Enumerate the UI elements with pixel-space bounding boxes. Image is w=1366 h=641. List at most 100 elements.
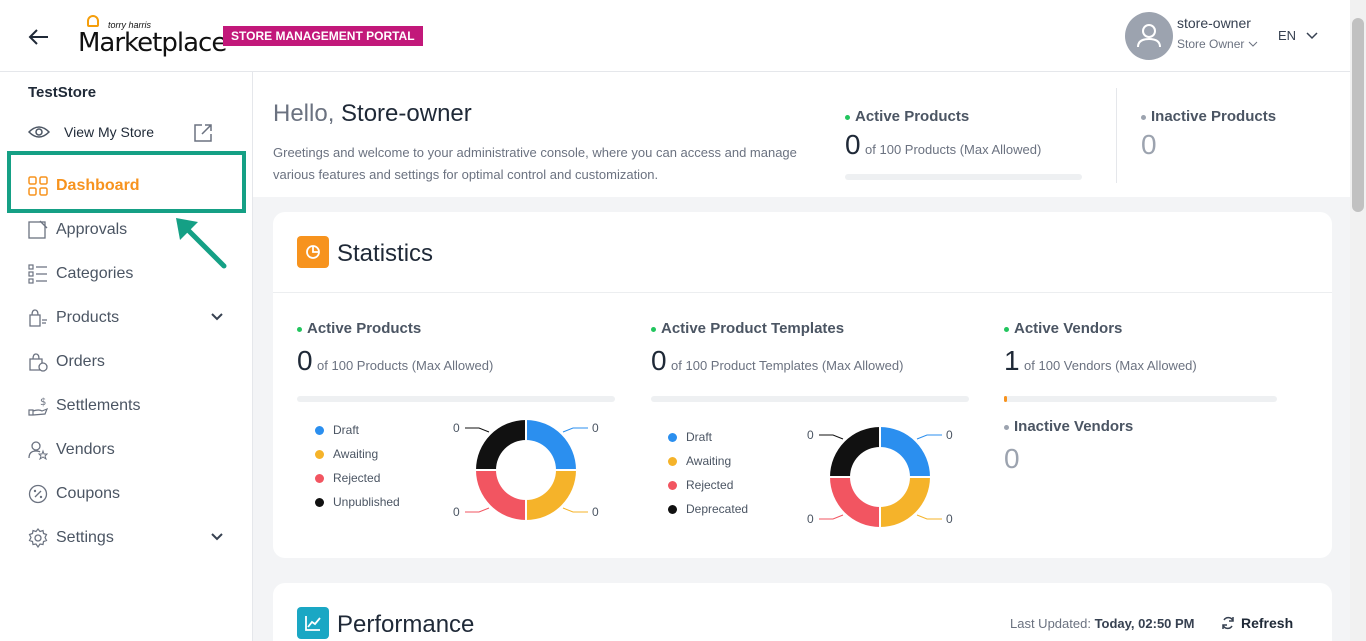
kpi-value: 0 [845, 129, 861, 160]
stat-value: 1 [1004, 345, 1020, 376]
marketplace-logo[interactable]: torry harris Marketplace [78, 14, 227, 58]
sidebar-item-approvals[interactable]: Approvals [28, 218, 228, 242]
sidebar-item-label: Vendors [56, 441, 115, 458]
view-my-store-label: View My Store [64, 124, 154, 140]
sidebar-item-orders[interactable]: Orders [28, 350, 228, 374]
legend-draft: Draft [668, 430, 712, 444]
avatar[interactable] [1125, 12, 1173, 60]
kpi-value: 0 [1141, 129, 1157, 160]
eye-icon [28, 126, 50, 138]
stat-sub: of 100 Product Templates (Max Allowed) [671, 358, 904, 373]
performance-card: Performance Last Updated: Today, 02:50 P… [273, 583, 1332, 641]
stat-active-vendors: Active Vendors 1 of 100 Vendors (Max All… [1004, 320, 1197, 377]
last-updated-label: Last Updated: [1010, 616, 1091, 631]
logo-small-text: torry harris [108, 20, 152, 30]
statistics-title: Statistics [337, 240, 434, 267]
greeting-text: Greetings and welcome to your administra… [273, 145, 797, 182]
legend-draft: Draft [315, 423, 359, 437]
external-link-icon[interactable] [192, 122, 214, 144]
active-products-progress [845, 174, 1082, 180]
dashboard-highlight-annotation [7, 151, 246, 213]
stat-active-products: Active Products 0 of 100 Products (Max A… [297, 320, 493, 377]
sidebar-item-label: Coupons [56, 485, 121, 502]
kpi-sub: of 100 Products (Max Allowed) [865, 142, 1042, 157]
view-my-store-link[interactable]: View My Store [28, 122, 218, 142]
active-vendors-progress [1004, 396, 1277, 402]
sidebar-item-coupons[interactable]: Coupons [28, 482, 228, 506]
logo-big-text: Marketplace [78, 28, 227, 58]
green-dot-icon [1004, 326, 1009, 332]
back-arrow-icon[interactable] [26, 24, 52, 50]
hello-name: Store-owner [341, 100, 472, 127]
categories-icon [28, 264, 47, 284]
active-vendors-progress-fill [1004, 396, 1007, 402]
sidebar-item-settlements[interactable]: $ Settlements [28, 394, 228, 418]
top-header: torry harris Marketplace STORE MANAGEMEN… [0, 0, 1350, 72]
donut-label-rejected: 0 [807, 512, 814, 526]
chevron-down-icon [1306, 32, 1318, 40]
donut-label-draft: 0 [946, 428, 953, 442]
vendors-icon [28, 441, 48, 460]
sidebar-item-label: Settlements [56, 397, 141, 414]
statistics-card: Statistics Active Products 0 of 100 Prod… [273, 212, 1332, 558]
green-dot-icon [845, 114, 850, 120]
stat-title: Inactive Vendors [1014, 418, 1134, 435]
stat-sub: of 100 Products (Max Allowed) [317, 358, 494, 373]
stat-value: 0 [1004, 443, 1020, 474]
donut-label-unpublished: 0 [453, 421, 460, 435]
divider [1116, 88, 1117, 183]
legend-awaiting: Awaiting [315, 447, 378, 461]
chevron-down-icon[interactable] [210, 530, 224, 544]
kpi-title: Inactive Products [1151, 108, 1277, 125]
templates-donut-chart: 0 0 0 0 [807, 427, 953, 527]
grid-icon [28, 176, 48, 196]
sidebar-item-settings[interactable]: Settings [28, 526, 228, 550]
sidebar-item-label: Settings [56, 529, 114, 546]
pie-chart-icon [297, 236, 329, 268]
active-templates-progress [651, 396, 969, 402]
sidebar-item-label: Orders [56, 353, 105, 370]
sidebar-item-label: Categories [56, 265, 134, 282]
stat-sub: of 100 Vendors (Max Allowed) [1024, 358, 1197, 373]
stat-value: 0 [651, 345, 667, 376]
user-name[interactable]: store-owner [1177, 15, 1251, 31]
language-label: EN [1278, 28, 1297, 43]
chevron-down-icon [1248, 41, 1258, 47]
sidebar-item-categories[interactable]: Categories [28, 262, 228, 286]
user-icon [1137, 24, 1161, 48]
sidebar: TestStore View My Store Dashboard Approv… [0, 72, 253, 641]
kpi-active-products: Active Products 0 of 100 Products (Max A… [845, 108, 1041, 161]
divider [273, 292, 1332, 293]
stat-value: 0 [297, 345, 313, 376]
sidebar-item-dashboard[interactable]: Dashboard [28, 174, 228, 198]
products-icon [29, 309, 47, 327]
donut-label-draft: 0 [592, 421, 599, 435]
user-role-label: Store Owner [1177, 37, 1245, 51]
gear-icon [28, 528, 48, 548]
stat-title: Active Vendors [1014, 320, 1123, 337]
sidebar-item-products[interactable]: Products [28, 306, 228, 330]
sidebar-item-vendors[interactable]: Vendors [28, 438, 228, 462]
legend-rejected: Rejected [668, 478, 733, 492]
welcome-panel: Hello, Store-owner Greetings and welcome… [253, 72, 1350, 197]
scrollbar-thumb[interactable] [1352, 18, 1364, 212]
user-role-dropdown[interactable]: Store Owner [1177, 37, 1258, 51]
hello-prefix: Hello, [273, 100, 335, 127]
sidebar-item-label: Approvals [56, 221, 128, 238]
chevron-down-icon[interactable] [210, 310, 224, 324]
legend-rejected: Rejected [315, 471, 380, 485]
hello-heading: Hello, Store-owner [273, 100, 472, 128]
products-donut-chart: 0 0 0 0 [453, 420, 599, 520]
store-name: TestStore [28, 84, 97, 101]
orders-icon [29, 353, 48, 372]
legend-deprecated: Deprecated [668, 502, 748, 516]
svg-text:$: $ [40, 397, 46, 408]
stat-title: Active Product Templates [661, 320, 845, 337]
grey-dot-icon [1004, 424, 1009, 430]
language-selector[interactable]: EN [1278, 28, 1318, 43]
last-updated-value: Today, 02:50 PM [1094, 616, 1195, 631]
active-products-progress [297, 396, 615, 402]
bag-icon [87, 15, 99, 27]
refresh-button[interactable]: Refresh [1221, 615, 1293, 631]
approvals-icon [28, 220, 48, 239]
